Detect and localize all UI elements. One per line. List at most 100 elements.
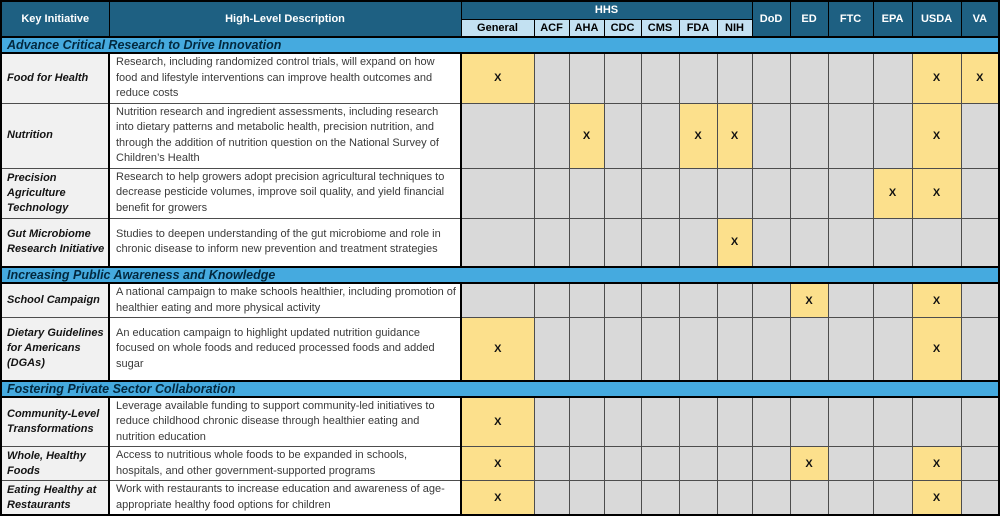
mark-cell-usda: X (911, 52, 962, 104)
mark-cell-epa (872, 282, 913, 318)
mark-cell-acf (533, 446, 570, 481)
mark-cell-ed (789, 52, 829, 104)
mark-cell-ftc (827, 52, 874, 104)
mark-cell-general (460, 217, 535, 268)
mark-cell-cdc (603, 282, 642, 318)
mark-cell-ed (789, 317, 829, 381)
mark-cell-nih: X (716, 102, 753, 169)
description-cell: Nutrition research and ingredient assess… (108, 102, 462, 169)
section-title: Fostering Private Sector Collaboration (1, 379, 1000, 398)
mark-cell-ed: X (789, 282, 829, 318)
mark-cell-epa (872, 446, 913, 481)
mark-cell-aha (568, 446, 605, 481)
description-cell: Studies to deepen understanding of the g… (108, 217, 462, 268)
initiative-cell: Whole, Healthy Foods (0, 446, 110, 481)
mark-cell-ftc (827, 446, 874, 481)
table-row: School Campaign A national campaign to ma… (0, 282, 1000, 318)
table-row: Eating Healthy at Restaurants Work with r… (0, 480, 1000, 516)
column-header-cms: CMS (640, 18, 680, 38)
description-cell: Access to nutritious whole foods to be e… (108, 446, 462, 481)
mark-cell-epa: X (872, 167, 913, 219)
mark-cell-fda (678, 317, 718, 381)
mark-cell-va (960, 217, 1000, 268)
mark-cell-cms (640, 317, 680, 381)
mark-cell-cms (640, 282, 680, 318)
mark-cell-dod (751, 102, 791, 169)
mark-cell-cdc (603, 52, 642, 104)
column-header-key-initiative: Key Initiative (0, 0, 110, 38)
mark-cell-ed (789, 480, 829, 516)
mark-cell-general (460, 102, 535, 169)
initiative-cell: School Campaign (0, 282, 110, 318)
mark-cell-epa (872, 52, 913, 104)
mark-cell-cdc (603, 446, 642, 481)
column-header-nih: NIH (716, 18, 753, 38)
mark-cell-nih: X (716, 217, 753, 268)
mark-cell-cms (640, 52, 680, 104)
mark-cell-ftc (827, 317, 874, 381)
mark-cell-aha (568, 217, 605, 268)
column-header-acf: ACF (533, 18, 570, 38)
section-row: Advance Critical Research to Drive Innov… (1, 36, 1000, 54)
mark-cell-va (960, 396, 1000, 447)
initiative-cell: Food for Health (0, 52, 110, 104)
mark-cell-dod (751, 396, 791, 447)
description-cell: Leverage available funding to support co… (108, 396, 462, 447)
mark-cell-ftc (827, 217, 874, 268)
mark-cell-usda: X (911, 317, 962, 381)
mark-cell-acf (533, 317, 570, 381)
column-header-cdc: CDC (603, 18, 642, 38)
table-row: Dietary Guidelines for Americans (DGAs) A… (0, 317, 1000, 381)
mark-cell-nih (716, 167, 753, 219)
description-cell: Research to help growers adopt precision… (108, 167, 462, 219)
mark-cell-cms (640, 102, 680, 169)
mark-cell-cms (640, 396, 680, 447)
mark-cell-cms (640, 217, 680, 268)
mark-cell-epa (872, 396, 913, 447)
column-header-general: General (460, 18, 535, 38)
description-cell: A national campaign to make schools heal… (108, 282, 462, 318)
mark-cell-dod (751, 317, 791, 381)
mark-cell-cms (640, 167, 680, 219)
mark-cell-aha (568, 480, 605, 516)
table-row: Food for Health Research, including rando… (0, 52, 1000, 104)
column-header-aha: AHA (568, 18, 605, 38)
mark-cell-general (460, 167, 535, 219)
mark-cell-aha (568, 396, 605, 447)
table-row: Community-Level Transformations Leverage … (0, 396, 1000, 447)
mark-cell-dod (751, 217, 791, 268)
mark-cell-usda: X (911, 480, 962, 516)
mark-cell-dod (751, 480, 791, 516)
mark-cell-dod (751, 52, 791, 104)
mark-cell-acf (533, 282, 570, 318)
mark-cell-va (960, 167, 1000, 219)
mark-cell-va (960, 446, 1000, 481)
table-body: Advance Critical Research to Drive Innov… (0, 36, 1000, 516)
table-row: Precision Agriculture Technology Research… (0, 167, 1000, 219)
mark-cell-usda: X (911, 282, 962, 318)
column-header-fda: FDA (678, 18, 718, 38)
mark-cell-ed: X (789, 446, 829, 481)
mark-cell-cdc (603, 317, 642, 381)
section-title: Increasing Public Awareness and Knowledg… (1, 266, 1000, 284)
mark-cell-general: X (460, 317, 535, 381)
table-row: Nutrition Nutrition research and ingredie… (0, 102, 1000, 169)
mark-cell-ftc (827, 167, 874, 219)
mark-cell-aha (568, 167, 605, 219)
mark-cell-va (960, 282, 1000, 318)
initiative-cell: Community-Level Transformations (0, 396, 110, 447)
initiative-cell: Dietary Guidelines for Americans (DGAs) (0, 317, 110, 381)
mark-cell-cdc (603, 396, 642, 447)
mark-cell-fda (678, 52, 718, 104)
mark-cell-aha (568, 282, 605, 318)
mark-cell-aha (568, 52, 605, 104)
mark-cell-general: X (460, 446, 535, 481)
column-group-hhs: HHS (460, 0, 753, 20)
section-row: Increasing Public Awareness and Knowledg… (1, 266, 1000, 284)
initiative-cell: Gut Microbiome Research Initiative (0, 217, 110, 268)
mark-cell-epa (872, 480, 913, 516)
mark-cell-acf (533, 52, 570, 104)
mark-cell-cms (640, 446, 680, 481)
mark-cell-usda: X (911, 102, 962, 169)
